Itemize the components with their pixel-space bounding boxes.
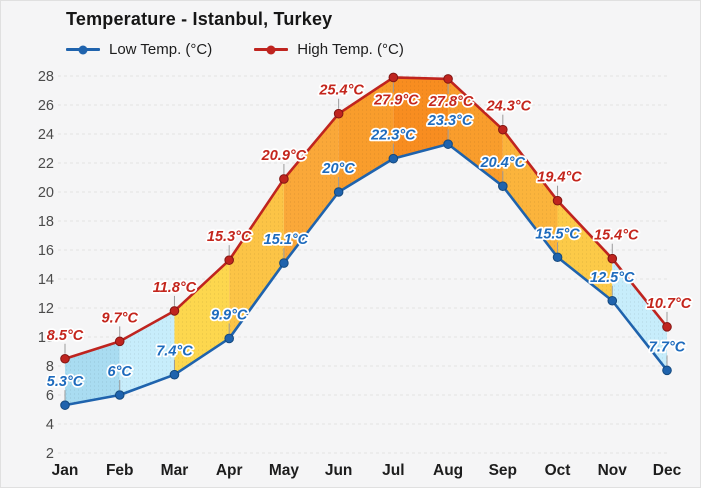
data-point-low-jun[interactable] (333, 187, 344, 197)
y-axis-label: 24 (38, 127, 54, 143)
data-label-high-mar: 11.8°C (153, 280, 197, 296)
x-axis-label-feb: Feb (106, 462, 134, 479)
data-label-low-oct: 15.5°C (535, 226, 580, 242)
legend-label-high: High Temp. (°C) (297, 41, 404, 58)
data-label-high-nov: 15.4°C (594, 228, 639, 244)
data-point-high-jul[interactable] (388, 72, 399, 83)
data-point-high-dec[interactable] (662, 322, 672, 332)
temp-range-band-texture (229, 178, 284, 339)
data-label-low-jul: 22.3°C (370, 128, 416, 144)
data-point-low-mar[interactable] (169, 369, 180, 380)
chart-title: Temperature - Istanbul, Turkey (66, 9, 333, 29)
data-label-low-may: 15.1°C (264, 232, 309, 248)
x-axis-label-mar: Mar (161, 462, 189, 479)
data-label-high-jan: 8.5°C (47, 328, 84, 344)
temp-range-band-texture (393, 77, 449, 159)
data-point-low-sep[interactable] (498, 181, 508, 191)
data-point-high-apr[interactable] (224, 255, 234, 265)
temp-range-band-texture (612, 258, 667, 371)
data-point-low-jan[interactable] (60, 400, 70, 410)
data-label-high-jun: 25.4°C (318, 83, 364, 99)
data-label-low-dec: 7.7°C (649, 339, 686, 355)
data-label-low-aug: 23.3°C (427, 113, 473, 129)
chart-legend: Low Temp. (°C) High Temp. (°C) (66, 41, 404, 58)
data-label-high-may: 20.9°C (261, 148, 307, 164)
y-axis-label: 20 (38, 185, 54, 201)
data-label-low-mar: 7.4°C (156, 344, 193, 360)
y-axis-label: 28 (38, 69, 54, 85)
y-axis-label: 8 (46, 359, 54, 375)
temp-range-band-texture (119, 310, 175, 395)
y-axis-label: 22 (38, 156, 54, 172)
data-label-high-feb: 9.7°C (102, 310, 139, 326)
y-axis-label: 12 (38, 301, 54, 317)
temp-range-band-texture (448, 78, 503, 187)
x-axis-label-dec: Dec (653, 462, 682, 479)
data-point-high-feb[interactable] (114, 336, 125, 347)
high-series-swatch-icon (254, 45, 289, 54)
x-axis-label-nov: Nov (598, 462, 628, 479)
data-label-high-sep: 24.3°C (486, 99, 532, 115)
temp-range-band-texture (557, 200, 613, 301)
data-point-low-apr[interactable] (224, 333, 234, 344)
data-label-low-feb: 6°C (108, 364, 133, 380)
data-point-low-aug[interactable] (443, 139, 453, 149)
y-axis-label: 2 (46, 446, 54, 462)
data-point-high-nov[interactable] (607, 253, 618, 264)
y-axis-label: 14 (38, 272, 54, 288)
data-point-low-may[interactable] (279, 258, 289, 268)
y-axis-label: 26 (38, 98, 54, 114)
data-point-high-jan[interactable] (60, 353, 70, 364)
data-point-low-jul[interactable] (388, 153, 399, 164)
y-axis-label: 18 (38, 214, 54, 230)
x-axis-label-sep: Sep (489, 462, 517, 479)
data-label-high-aug: 27.8°C (428, 94, 474, 110)
y-axis-label: 10 (38, 330, 54, 346)
low-temp-line (64, 142, 669, 407)
data-label-low-apr: 9.9°C (211, 307, 248, 323)
data-label-high-jul: 27.9°C (373, 92, 419, 108)
temp-range-band-texture (283, 113, 339, 264)
y-axis-label: 4 (46, 417, 54, 433)
data-label-low-sep: 20.4°C (480, 155, 526, 171)
data-label-high-apr: 15.3°C (207, 229, 252, 245)
x-axis-label-jul: Jul (382, 462, 404, 479)
x-axis-label-jun: Jun (325, 462, 353, 479)
y-axis-label: 16 (38, 243, 54, 259)
low-series-swatch-icon (66, 45, 100, 54)
data-point-low-dec[interactable] (662, 365, 672, 376)
data-point-high-may[interactable] (279, 174, 289, 184)
data-label-low-jan: 5.3°C (47, 374, 84, 390)
data-label-high-oct: 19.4°C (537, 170, 582, 186)
x-axis-label-oct: Oct (545, 462, 571, 479)
data-point-high-mar[interactable] (169, 306, 180, 316)
legend-item-high[interactable]: High Temp. (°C) (254, 41, 404, 58)
data-point-high-aug[interactable] (443, 74, 453, 84)
high-temp-line (64, 76, 669, 360)
x-axis-label-apr: Apr (216, 462, 243, 479)
data-point-high-oct[interactable] (552, 195, 563, 206)
data-label-high-dec: 10.7°C (647, 296, 692, 312)
data-label-low-jun: 20°C (321, 161, 355, 177)
legend-label-low: Low Temp. (°C) (109, 41, 213, 58)
data-label-low-nov: 12.5°C (590, 270, 635, 286)
temp-range-band-texture (65, 341, 120, 406)
data-point-low-nov[interactable] (607, 295, 618, 306)
data-point-high-sep[interactable] (498, 124, 508, 135)
legend-item-low[interactable]: Low Temp. (°C) (66, 41, 212, 58)
x-axis-label-may: May (269, 462, 300, 479)
data-point-high-jun[interactable] (333, 108, 344, 119)
y-axis-label: 6 (46, 388, 54, 404)
x-axis-label-aug: Aug (433, 462, 463, 479)
x-axis-label-jan: Jan (52, 462, 79, 479)
data-point-low-feb[interactable] (114, 390, 125, 400)
temp-range-band-texture (502, 129, 558, 258)
data-point-low-oct[interactable] (552, 252, 563, 263)
